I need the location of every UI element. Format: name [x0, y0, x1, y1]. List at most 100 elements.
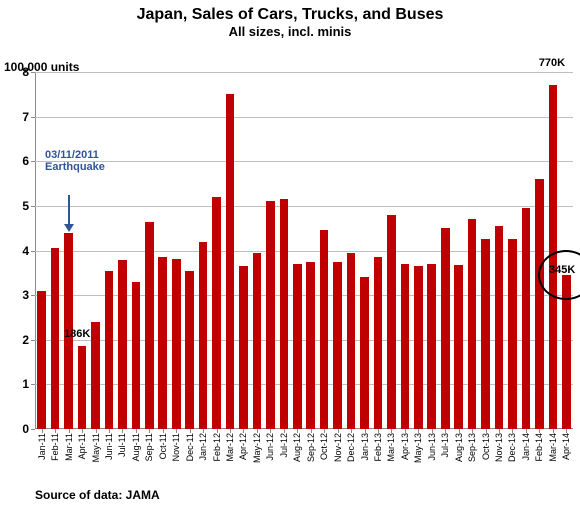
- x-tick-label: Feb-11: [50, 429, 60, 461]
- bar: [508, 239, 517, 429]
- annotation-345k: 345K: [549, 264, 575, 276]
- chart-subtitle: All sizes, incl. minis: [0, 24, 580, 39]
- x-tick-label: Jul-11: [117, 429, 127, 457]
- bar: [145, 222, 154, 430]
- x-tick-label: Aug-12: [292, 429, 302, 462]
- x-tick-label: Apr-12: [238, 429, 248, 460]
- bar: [132, 282, 141, 429]
- x-tick-label: Jun-13: [427, 429, 437, 461]
- y-gridline: [35, 72, 573, 73]
- x-tick-label: Feb-12: [212, 429, 222, 462]
- bar: [374, 257, 383, 429]
- x-tick-label: Feb-13: [373, 429, 383, 462]
- x-tick-label: Apr-14: [561, 429, 571, 460]
- y-gridline: [35, 161, 573, 162]
- x-tick-label: Jan-14: [521, 429, 531, 461]
- x-tick-label: Aug-11: [131, 429, 141, 461]
- y-gridline: [35, 117, 573, 118]
- chart-container: Japan, Sales of Cars, Trucks, and Buses …: [0, 0, 580, 510]
- x-tick-label: Dec-13: [507, 429, 517, 462]
- y-tick-label: 2: [22, 333, 35, 347]
- x-tick-label: Oct-12: [319, 429, 329, 460]
- bar: [78, 346, 87, 429]
- bar: [401, 264, 410, 429]
- y-tick-label: 5: [22, 199, 35, 213]
- x-tick-label: Jul-13: [440, 429, 450, 458]
- bar: [306, 262, 315, 429]
- x-tick-label: Sep-13: [467, 429, 477, 462]
- chart-title: Japan, Sales of Cars, Trucks, and Buses: [0, 0, 580, 24]
- bar: [226, 94, 235, 429]
- bar: [280, 199, 289, 429]
- bar: [239, 266, 248, 429]
- bar: [199, 242, 208, 429]
- y-tick-label: 3: [22, 288, 35, 302]
- bar: [481, 239, 490, 429]
- x-tick-label: Mar-14: [548, 429, 558, 462]
- y-tick-label: 1: [22, 377, 35, 391]
- bar: [347, 253, 356, 429]
- x-tick-label: Jan-11: [37, 429, 47, 460]
- y-tick-label: 7: [22, 110, 35, 124]
- y-gridline: [35, 384, 573, 385]
- annotation-earthquake: 03/11/2011 Earthquake: [45, 149, 105, 173]
- x-tick-label: May-11: [91, 429, 101, 462]
- x-tick-label: Apr-11: [77, 429, 87, 459]
- bar: [441, 228, 450, 429]
- bar: [51, 248, 60, 429]
- x-tick-label: Apr-13: [400, 429, 410, 460]
- x-tick-label: Dec-12: [346, 429, 356, 462]
- x-tick-label: Nov-11: [171, 429, 181, 461]
- x-axis-line: [35, 428, 573, 429]
- source-label: Source of data: JAMA: [35, 488, 160, 502]
- bar: [333, 262, 342, 429]
- bar: [387, 215, 396, 429]
- bar: [522, 208, 531, 429]
- bar: [212, 197, 221, 429]
- bar: [293, 264, 302, 429]
- x-tick-label: May-12: [252, 429, 262, 463]
- x-tick-label: Dec-11: [185, 429, 195, 461]
- x-tick-label: Nov-13: [494, 429, 504, 462]
- bar: [414, 266, 423, 429]
- bar: [185, 271, 194, 429]
- bar: [360, 277, 369, 429]
- bar: [535, 179, 544, 429]
- x-tick-label: Feb-14: [534, 429, 544, 462]
- bar: [253, 253, 262, 429]
- x-tick-label: Oct-13: [481, 429, 491, 460]
- bar: [468, 219, 477, 429]
- x-tick-label: Jun-11: [104, 429, 114, 460]
- annotation-770k: 770K: [539, 57, 565, 69]
- x-tick-label: Jun-12: [265, 429, 275, 461]
- x-tick-label: May-13: [413, 429, 423, 463]
- bar: [37, 291, 46, 429]
- bar: [105, 271, 114, 429]
- x-tick-label: Sep-12: [306, 429, 316, 462]
- annotation-186k: 186K: [64, 328, 90, 340]
- x-tick-label: Jul-12: [279, 429, 289, 458]
- y-gridline: [35, 340, 573, 341]
- x-tick-label: Nov-12: [333, 429, 343, 462]
- bar: [454, 265, 463, 429]
- plot-area: 012345678Jan-11Feb-11Mar-11Apr-11May-11J…: [35, 72, 573, 429]
- x-tick-label: Mar-12: [225, 429, 235, 462]
- y-gridline: [35, 251, 573, 252]
- x-tick-label: Jan-13: [360, 429, 370, 461]
- bar: [266, 201, 275, 429]
- bar: [158, 257, 167, 429]
- bar: [427, 264, 436, 429]
- y-tick-label: 6: [22, 154, 35, 168]
- bar: [320, 230, 329, 429]
- bar: [172, 259, 181, 429]
- x-tick-label: Sep-11: [144, 429, 154, 461]
- x-tick-label: Mar-11: [64, 429, 74, 461]
- x-tick-label: Mar-13: [386, 429, 396, 462]
- bar: [91, 322, 100, 429]
- bar: [495, 226, 504, 429]
- annotation-arrow: [68, 195, 70, 226]
- annotation-arrow-head: [64, 224, 74, 232]
- bar: [118, 260, 127, 429]
- y-tick-label: 4: [22, 244, 35, 258]
- x-tick-label: Oct-11: [158, 429, 168, 459]
